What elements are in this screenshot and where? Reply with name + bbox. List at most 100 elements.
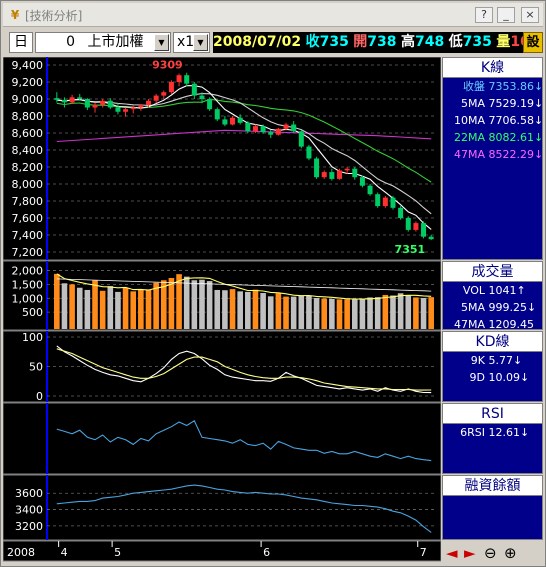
- legend-row-value: 1209.45: [485, 318, 534, 330]
- volume-bar: [290, 296, 297, 329]
- legend-row-value: 10.09: [485, 371, 520, 384]
- multiplier-value: x1: [177, 34, 195, 50]
- candle-body: [222, 119, 228, 125]
- k-line-legend: K線 收盤 7353.86↓ 5MA 7529.19↓ 10MA 7706.58↓ 2…: [442, 57, 543, 260]
- k-legend-row: 10MA 7706.58↓: [443, 112, 542, 129]
- volume-bar: [160, 280, 167, 329]
- legend-row-value: 8522.29: [485, 148, 534, 161]
- candle-body: [230, 117, 236, 125]
- high-label: 高: [400, 34, 415, 50]
- stock-code: 0: [66, 34, 75, 50]
- candle-body: [146, 100, 151, 105]
- vol-legend-row: VOL 1041↑: [443, 282, 542, 299]
- volume-bar: [329, 298, 335, 329]
- candle-body: [138, 104, 144, 108]
- rsi-legend-title[interactable]: RSI: [443, 404, 542, 424]
- volume-bar: [138, 289, 144, 329]
- chart-area: 9,400 9,200 9,000 8,800 8,600 8,400 8,200 8,000…: [3, 57, 441, 562]
- candle-body: [390, 197, 396, 208]
- volume-bar: [54, 273, 60, 329]
- legend-row-arrow: ↓: [520, 426, 530, 439]
- legend-row-label: 9K: [470, 354, 485, 367]
- kd-legend-title[interactable]: KD線: [443, 332, 542, 352]
- y-tick-label: 3600: [15, 487, 43, 500]
- volume-bar: [344, 299, 350, 329]
- volume-bar: [413, 297, 419, 329]
- volume-bar: [99, 290, 106, 329]
- period-selector[interactable]: 日: [9, 32, 33, 53]
- help-button[interactable]: ?: [475, 7, 493, 23]
- candle-body: [398, 207, 404, 218]
- y-tick-label: 2,000: [12, 265, 44, 278]
- volume-bar: [351, 299, 358, 329]
- toolbar: 日 0 上市加權 ▼ x1 ▼ 2008/07/02 收735 開738 高74…: [3, 29, 543, 55]
- stock-name: 上市加權: [87, 34, 144, 50]
- legend-row-label: 10MA: [453, 114, 485, 127]
- candle-body: [337, 170, 342, 179]
- y-tick-label: 8,000: [12, 178, 44, 191]
- chevron-down-icon[interactable]: ▼: [154, 34, 169, 51]
- legend-row-value: 999.25: [485, 301, 527, 314]
- candle-body: [191, 83, 197, 96]
- volume-bar: [321, 298, 328, 329]
- volume-bar: [336, 299, 343, 329]
- scroll-right-icon[interactable]: ►: [464, 544, 476, 562]
- x-axis-label: 4: [61, 546, 68, 559]
- scroll-left-icon[interactable]: ◄: [446, 544, 458, 562]
- candle-body: [69, 97, 75, 103]
- rsi-legend: RSI 6RSI 12.61↓: [442, 403, 543, 474]
- volume-ma5-line: [56, 273, 432, 300]
- candle-body: [359, 177, 365, 186]
- legend-row-label: 22MA: [453, 131, 485, 144]
- candle-body: [252, 126, 258, 132]
- volume-bar: [115, 291, 121, 329]
- volume-label: 量: [496, 34, 511, 50]
- zoom-in-icon[interactable]: ⊕: [504, 544, 517, 562]
- y-tick-label: 8,600: [12, 127, 44, 140]
- volume-ma47-line: [56, 278, 432, 292]
- candle-body: [168, 82, 174, 93]
- pane-background: [3, 57, 441, 261]
- legend-row-value: 8082.61: [485, 131, 534, 144]
- y-tick-label: 3400: [15, 504, 43, 517]
- legend-row-value: 1041: [485, 284, 517, 297]
- stock-selector[interactable]: 0 上市加權 ▼: [35, 32, 171, 53]
- legend-row-value: 7353.86: [485, 80, 534, 93]
- high-value: 748: [414, 34, 445, 50]
- minimize-button[interactable]: _: [497, 7, 515, 23]
- close-button[interactable]: ×: [521, 7, 539, 23]
- candle-body: [245, 122, 251, 132]
- k-line-legend-title[interactable]: K線: [443, 58, 542, 78]
- margin-legend-title[interactable]: 融資餘額: [443, 476, 542, 496]
- y-tick-label: 1,500: [12, 278, 44, 291]
- chevron-down-icon[interactable]: ▼: [193, 34, 208, 51]
- candle-body: [130, 107, 136, 110]
- volume-bar: [298, 295, 305, 329]
- navigation-bar: ◄ ► ⊖ ⊕: [442, 541, 543, 565]
- multiplier-selector[interactable]: x1 ▼: [173, 32, 210, 53]
- legend-row-label: 47MA: [453, 318, 485, 330]
- ma5-line: [56, 85, 432, 230]
- y-tick-label: 9,200: [12, 76, 44, 89]
- volume-bar: [84, 289, 91, 329]
- legend-row-arrow: ↓: [533, 80, 543, 93]
- volume-bar: [359, 298, 366, 329]
- volume-bar: [214, 289, 221, 329]
- y-tick-label: 50: [29, 361, 43, 374]
- margin-legend: 融資餘額: [442, 475, 543, 540]
- volume-bar: [283, 296, 289, 329]
- volume-bar: [374, 297, 381, 329]
- legend-row-arrow: ↑: [516, 284, 526, 297]
- volume-bar: [122, 287, 129, 329]
- volume-legend-title[interactable]: 成交量: [443, 262, 542, 282]
- volume-bar: [206, 281, 213, 329]
- window-title: [技術分析]: [25, 9, 83, 23]
- zoom-out-icon[interactable]: ⊖: [484, 544, 497, 562]
- volume-bar: [107, 286, 114, 329]
- legend-row-arrow: ↓: [533, 97, 543, 110]
- candle-body: [283, 124, 289, 129]
- settings-button[interactable]: 設: [523, 32, 543, 53]
- y-tick-label: 7,200: [12, 246, 44, 259]
- candle-body: [375, 194, 381, 207]
- candle-body: [306, 146, 312, 159]
